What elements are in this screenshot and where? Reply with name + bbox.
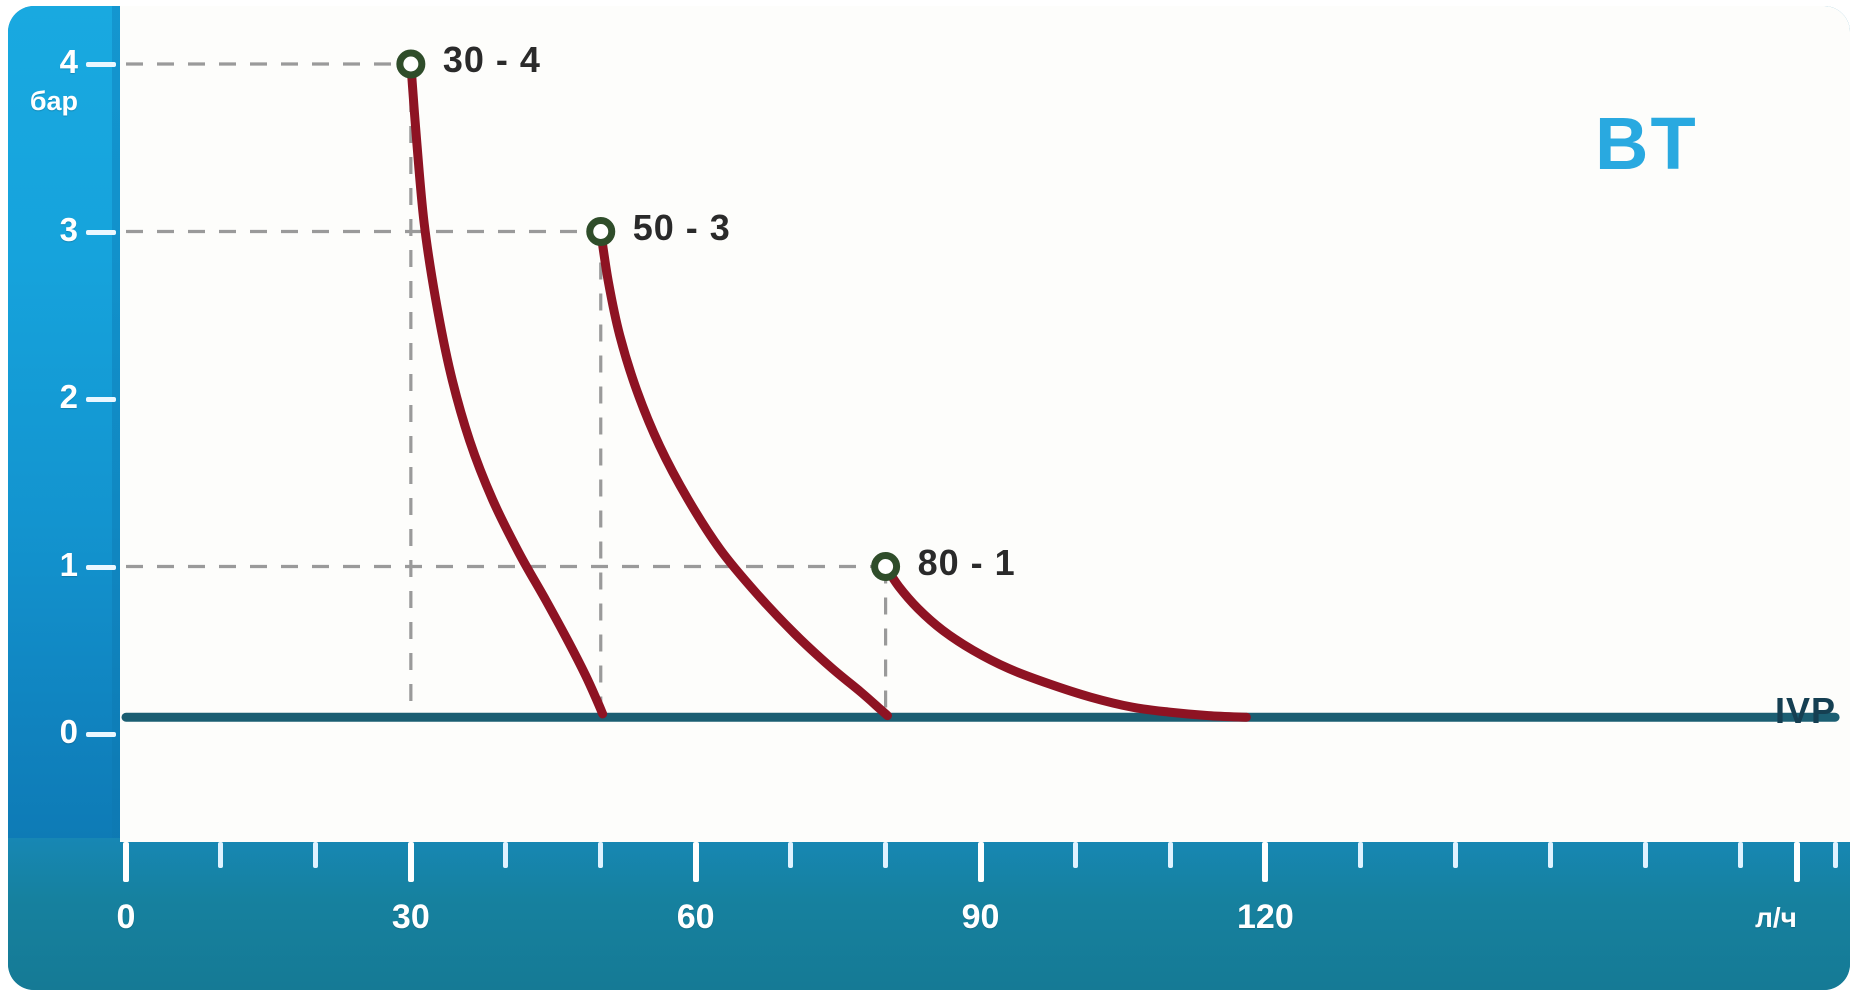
x-tick-80: [883, 842, 889, 868]
x-axis-unit-label: л/ч: [1755, 902, 1797, 933]
x-tick-40: [503, 842, 509, 868]
callout-label-0: 30 - 4: [442, 39, 541, 80]
y-tick-3: [86, 229, 116, 235]
y-axis-unit-label: бар: [29, 86, 78, 116]
x-tick-140: [1452, 842, 1458, 868]
x-tick-110: [1167, 842, 1173, 868]
data-point-marker: [396, 49, 426, 79]
y-tick-label-4: 4: [59, 43, 78, 80]
x-tick-label-120: 120: [1237, 898, 1294, 936]
y-tick-label-0: 0: [59, 713, 78, 750]
y-tick-0: [86, 732, 116, 737]
x-tick-170: [1737, 842, 1743, 868]
ivp-legend-label: IVP: [1775, 690, 1837, 732]
x-tick-130: [1357, 842, 1363, 868]
x-tick-60: [692, 842, 699, 882]
chart-frame: BT IVP 30 - 4 50 - 3 80 - 1 0 1 2 3 4 бар 0 30 60…: [8, 6, 1850, 990]
x-tick-180: [1832, 842, 1838, 868]
callout-label-2: 80 - 1: [917, 541, 1016, 583]
x-tick-150: [1547, 842, 1553, 868]
y-tick-label-3: 3: [59, 210, 78, 248]
curve-50-3: [596, 227, 892, 721]
curve-80-1: [881, 562, 1251, 722]
x-tick-label-90: 90: [961, 898, 1000, 936]
x-tick-label-30: 30: [391, 898, 430, 936]
y-tick-4: [86, 62, 116, 67]
x-tick-20: [313, 842, 319, 868]
x-tick-30: [407, 842, 414, 882]
x-tick-70: [788, 842, 794, 868]
x-axis-white-bar: [120, 832, 1850, 842]
x-tick-10: [218, 842, 224, 868]
y-tick-label-2: 2: [59, 378, 78, 415]
callout-label-1: 50 - 3: [632, 206, 731, 248]
x-tick-160: [1642, 842, 1648, 868]
y-tick-2: [86, 397, 116, 402]
x-tick-120: [1262, 842, 1269, 882]
y-axis-band: [8, 6, 120, 838]
x-tick-unit-anchor: [1794, 842, 1801, 882]
data-point-marker: [586, 217, 616, 246]
x-tick-100: [1073, 842, 1078, 868]
x-tick-label-60: 60: [676, 898, 715, 936]
data-point-marker: [871, 552, 901, 581]
plot-svg: [121, 49, 1840, 722]
curve-30-4: [406, 59, 608, 719]
x-tick-50: [598, 842, 604, 868]
y-tick-label-1: 1: [59, 545, 78, 583]
y-tick-1: [86, 564, 116, 570]
x-tick-0: [123, 842, 129, 882]
x-tick-90: [977, 842, 984, 882]
y-axis-band-edge: [112, 6, 120, 838]
x-tick-label-0: 0: [116, 898, 136, 936]
plot-area: BT IVP 30 - 4 50 - 3 80 - 1: [120, 6, 1850, 838]
brand-logo: BT: [1595, 102, 1698, 185]
